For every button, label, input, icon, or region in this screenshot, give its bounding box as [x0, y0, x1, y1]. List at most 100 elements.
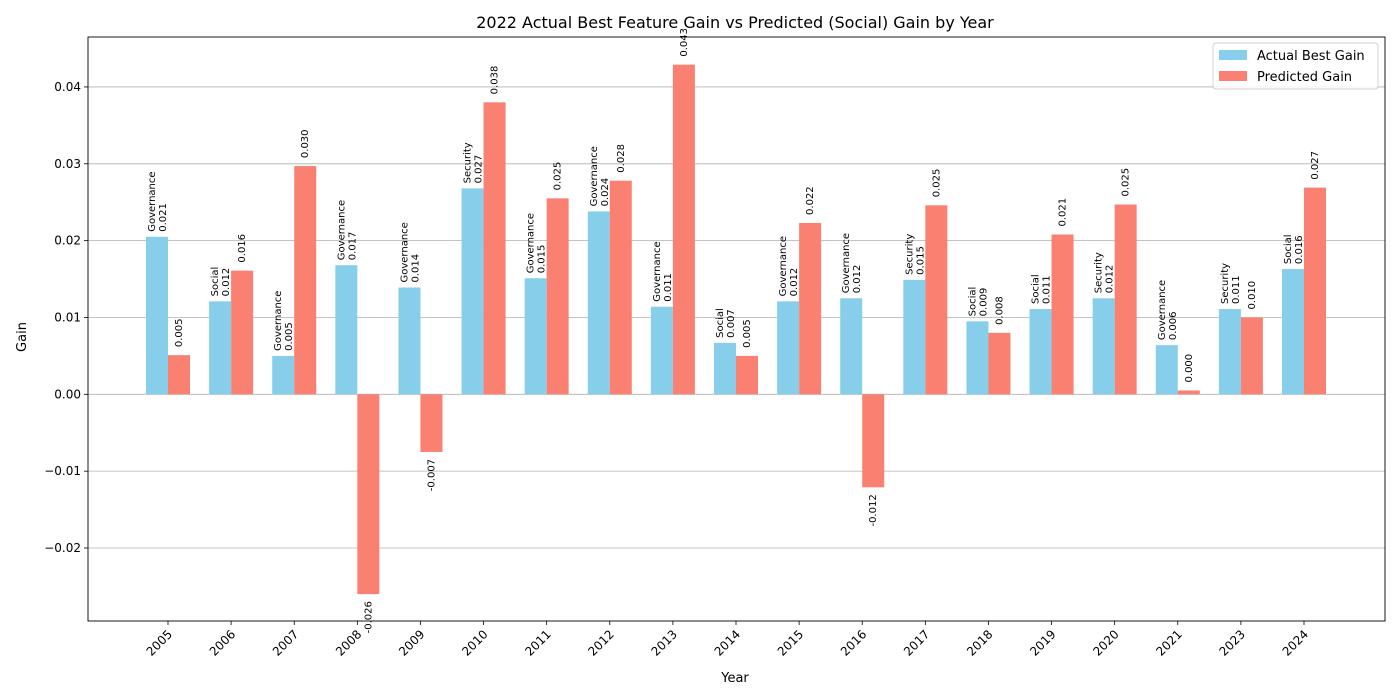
- y-axis-label: Gain: [15, 322, 30, 352]
- bar-labels: Governance0.0210.005Social0.0120.016Gove…: [147, 28, 1321, 633]
- predicted-bar: [799, 222, 822, 395]
- predicted-bar: [546, 198, 569, 395]
- actual-value: 0.005: [284, 322, 295, 351]
- actual-bar: [714, 342, 736, 395]
- actual-value: 0.017: [347, 232, 358, 261]
- y-tick-label: 0.02: [54, 234, 81, 248]
- x-tick-label: 2020: [1090, 627, 1121, 658]
- actual-bar: [524, 278, 547, 395]
- actual-value: 0.016: [1294, 235, 1305, 264]
- actual-bar-label: Security0.012: [1094, 252, 1116, 293]
- legend-box: [1212, 42, 1379, 90]
- legend-swatch: [1219, 50, 1247, 60]
- feature-name: Security: [463, 142, 474, 183]
- actual-bar-label: Security0.027: [463, 142, 485, 183]
- predicted-bar-label: 0.027: [1310, 151, 1321, 180]
- y-tick-label: 0.03: [54, 157, 81, 171]
- actual-bar: [146, 236, 168, 395]
- predicted-bar: [736, 355, 758, 395]
- actual-bar-label: Social0.012: [210, 267, 232, 297]
- predicted-bar-label: 0.025: [1121, 168, 1132, 197]
- actual-bar: [777, 301, 800, 395]
- feature-name: Governance: [526, 213, 537, 273]
- actual-bar-label: Security0.015: [904, 234, 926, 275]
- actual-value: 0.006: [1168, 311, 1179, 340]
- feature-name: Social: [1031, 274, 1042, 304]
- predicted-bar: [1177, 390, 1200, 395]
- y-tick-label: −0.01: [44, 464, 81, 478]
- actual-bar-label: Governance0.021: [147, 171, 169, 231]
- x-tick-label: 2008: [333, 627, 364, 658]
- actual-bar: [587, 211, 610, 395]
- actual-value: 0.012: [1105, 265, 1116, 294]
- predicted-bar-label: -0.007: [426, 459, 437, 491]
- x-tick-label: 2012: [585, 627, 616, 658]
- actual-bar-label: Governance0.012: [778, 236, 800, 296]
- x-tick-label: 2011: [522, 627, 553, 658]
- predicted-bar: [609, 180, 632, 395]
- predicted-bar: [357, 394, 380, 595]
- actual-value: 0.027: [474, 155, 485, 184]
- actual-bar: [461, 188, 484, 395]
- actual-bar-label: Social0.011: [1031, 274, 1053, 304]
- legend-label: Actual Best Gain: [1257, 49, 1365, 64]
- actual-value: 0.021: [158, 203, 169, 232]
- actual-bar: [1155, 345, 1178, 395]
- predicted-bar-label: 0.043: [679, 28, 690, 57]
- y-tick-label: 0.00: [54, 387, 81, 401]
- legend: Actual Best Gain Predicted Gain: [1212, 42, 1379, 90]
- actual-value: 0.015: [915, 246, 926, 275]
- x-tick-label: 2013: [649, 627, 680, 658]
- predicted-bar-label: 0.005: [174, 318, 185, 347]
- actual-bar: [840, 298, 863, 395]
- actual-bar-label: Governance0.012: [841, 233, 863, 293]
- x-axis-label: Year: [720, 671, 749, 686]
- feature-name: Social: [715, 308, 726, 338]
- predicted-bar: [231, 270, 254, 395]
- actual-value: 0.024: [600, 178, 611, 207]
- feature-name: Governance: [147, 171, 158, 231]
- predicted-bar-label: 0.028: [616, 144, 627, 173]
- predicted-bar: [862, 394, 885, 488]
- x-tick-label: 2021: [1153, 627, 1184, 658]
- actual-value: 0.007: [726, 309, 737, 338]
- predicted-bar-label: 0.010: [1247, 281, 1258, 310]
- feature-name: Governance: [841, 233, 852, 293]
- predicted-bar-label: 0.016: [237, 234, 248, 263]
- feature-name: Governance: [273, 291, 284, 351]
- actual-bar-label: Governance0.005: [273, 291, 295, 351]
- predicted-bar: [925, 205, 948, 395]
- predicted-bar: [1304, 187, 1326, 395]
- predicted-bar-label: 0.022: [805, 186, 816, 215]
- legend-label: Predicted Gain: [1257, 70, 1352, 85]
- actual-value: 0.015: [537, 245, 548, 274]
- actual-value: 0.012: [221, 268, 232, 297]
- predicted-bar: [420, 394, 443, 452]
- x-tick-label: 2016: [838, 627, 869, 658]
- predicted-bar-label: 0.025: [931, 169, 942, 198]
- predicted-bar: [1051, 234, 1074, 395]
- actual-value: 0.012: [789, 268, 800, 297]
- actual-bar-label: Social0.016: [1283, 234, 1305, 264]
- predicted-bar: [1114, 204, 1137, 395]
- x-tick-label: 2019: [1027, 627, 1058, 658]
- feature-name: Social: [1283, 234, 1294, 264]
- feature-name: Governance: [399, 222, 410, 282]
- y-tick-label: 0.01: [54, 310, 81, 324]
- feature-name: Security: [904, 234, 915, 275]
- x-tick-label: 2006: [207, 627, 238, 658]
- predicted-bar: [1240, 317, 1263, 395]
- actual-value: 0.011: [1231, 275, 1242, 304]
- actual-bar-label: Security0.011: [1220, 263, 1242, 304]
- actual-bar-label: Governance0.024: [589, 146, 611, 206]
- predicted-bar: [168, 355, 190, 395]
- actual-bar: [335, 265, 358, 395]
- feature-name: Social: [210, 267, 221, 297]
- actual-value: 0.012: [852, 265, 863, 294]
- actual-bar: [1029, 309, 1052, 395]
- feature-name: Security: [1094, 252, 1105, 293]
- actual-bar: [966, 321, 989, 395]
- predicted-bar-label: -0.012: [868, 494, 879, 526]
- actual-bar-label: Governance0.015: [526, 213, 548, 273]
